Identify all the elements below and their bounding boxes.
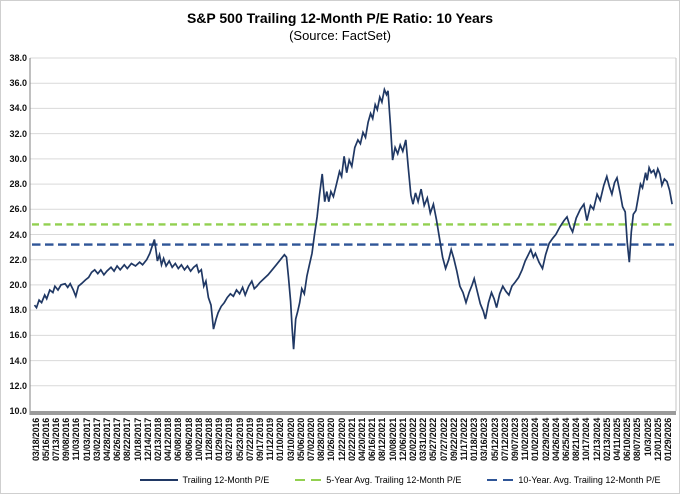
legend-label-5yr-avg: 5-Year Avg. Trailing 12-Month P/E <box>326 475 462 485</box>
x-tick-label: 12/06/2021 <box>397 418 408 462</box>
x-tick-label: 01/10/2020 <box>275 418 286 462</box>
x-tick-label: 06/25/2024 <box>560 418 571 462</box>
x-tick-label: 04/20/2021 <box>356 418 367 462</box>
x-tick-label: 07/02/2020 <box>305 418 316 462</box>
x-tick-label: 11/03/2016 <box>71 418 82 461</box>
chart-subtitle: (Source: FactSet) <box>289 28 391 43</box>
x-tick-label: 03/16/2023 <box>479 418 490 462</box>
x-tick-label: 10/08/2021 <box>387 418 398 462</box>
legend-label-10yr-avg: 10-Year. Avg. Trailing 12-Month P/E <box>518 475 661 485</box>
x-tick-label: 05/06/2020 <box>295 418 306 462</box>
x-tick-label: 02/13/2018 <box>152 418 163 462</box>
x-tick-label: 07/13/2016 <box>50 418 61 462</box>
x-tick-label: 01/18/2023 <box>469 418 480 462</box>
legend-item-10yr-avg: 10-Year. Avg. Trailing 12-Month P/E <box>487 475 660 485</box>
trailing-pe-line <box>33 86 673 350</box>
x-tick-label: 08/12/2021 <box>377 418 388 462</box>
x-tick-label: 04/28/2017 <box>101 418 112 462</box>
x-tick-label: 03/27/2019 <box>224 418 235 462</box>
y-tick-label: 24.0 <box>9 229 27 240</box>
x-tick-label: 08/22/2017 <box>122 418 133 462</box>
x-tick-label: 10/3/2025 <box>642 418 653 457</box>
x-tick-label: 06/26/2017 <box>112 418 123 462</box>
x-tick-label: 10/02/2018 <box>193 418 204 462</box>
legend: Trailing 12-Month P/E 5-Year Avg. Traili… <box>1 470 679 490</box>
5yr-avg-line-sample <box>295 478 322 482</box>
trailing-pe-line-sample <box>139 478 178 482</box>
x-tick-label: 11/12/2019 <box>265 418 276 461</box>
x-tick-label: 02/29/2024 <box>540 418 551 462</box>
x-tick-label: 07/22/2019 <box>244 418 255 462</box>
x-tick-label: 05/23/2019 <box>234 418 245 462</box>
x-tick-label: 04/12/2018 <box>163 418 174 462</box>
y-tick-label: 32.0 <box>9 128 27 139</box>
x-tick-label: 10/17/2024 <box>581 418 592 462</box>
x-tick-label: 09/17/2019 <box>254 418 265 462</box>
x-tick-label: 01/03/2017 <box>81 418 92 462</box>
y-tick-label: 16.0 <box>9 330 27 341</box>
x-tick-label: 02/13/2025 <box>601 418 612 462</box>
x-tick-label: 08/21/2024 <box>571 418 582 462</box>
x-tick-label: 12/22/2020 <box>336 418 347 462</box>
y-tick-label: 10.0 <box>9 406 27 416</box>
y-tick-label: 36.0 <box>9 78 27 89</box>
x-tick-label: 06/16/2021 <box>367 418 378 462</box>
x-tick-label: 11/28/2018 <box>203 418 214 461</box>
y-tick-label: 38.0 <box>9 53 27 63</box>
x-tick-label: 07/12/2023 <box>499 418 510 462</box>
y-tick-label: 30.0 <box>9 153 27 164</box>
x-tick-label: 12/01/2025 <box>652 418 663 462</box>
x-tick-label: 03/10/2020 <box>285 418 296 462</box>
x-tick-label: 05/27/2022 <box>428 418 439 462</box>
x-tick-label: 01/02/2024 <box>530 418 541 462</box>
x-tick-label: 05/16/2016 <box>40 418 51 462</box>
x-tick-label: 01/29/2026 <box>663 418 673 462</box>
x-tick-label: 10/26/2020 <box>326 418 337 462</box>
x-tick-label: 08/07/2025 <box>632 418 643 462</box>
x-tick-label: 02/02/2022 <box>407 418 418 462</box>
x-tick-label: 11/17/2022 <box>458 418 469 461</box>
y-tick-label: 20.0 <box>9 279 27 290</box>
x-axis-bar <box>30 411 676 415</box>
y-tick-label: 22.0 <box>9 254 27 265</box>
x-tick-label: 04/26/2024 <box>550 418 561 462</box>
y-tick-label: 18.0 <box>9 305 27 316</box>
x-tick-label: 06/08/2018 <box>173 418 184 462</box>
x-tick-label: 12/13/2024 <box>591 418 602 462</box>
legend-item-5yr-avg: 5-Year Avg. Trailing 12-Month P/E <box>295 475 461 485</box>
y-tick-label: 14.0 <box>9 355 27 366</box>
y-tick-label: 26.0 <box>9 204 27 215</box>
legend-label-trailing-pe: Trailing 12-Month P/E <box>182 475 270 485</box>
x-tick-label: 06/10/2025 <box>622 418 633 462</box>
x-tick-label: 08/28/2020 <box>316 418 327 462</box>
x-tick-label: 04/11/2025 <box>611 418 622 461</box>
x-tick-label: 03/02/2017 <box>91 418 102 462</box>
x-tick-label: 12/14/2017 <box>142 418 153 462</box>
10yr-avg-line-sample <box>487 478 514 482</box>
legend-item-trailing-pe: Trailing 12-Month P/E <box>139 475 270 485</box>
x-tick-label: 07/27/2022 <box>438 418 449 462</box>
y-tick-label: 28.0 <box>9 179 27 190</box>
x-tick-label: 01/29/2019 <box>214 418 225 462</box>
x-tick-label: 03/31/2022 <box>418 418 429 462</box>
chart-title: S&P 500 Trailing 12-Month P/E Ratio: 10 … <box>186 10 494 26</box>
x-tick-label: 09/22/2022 <box>448 418 459 462</box>
x-tick-label: 03/18/2016 <box>30 418 41 462</box>
x-tick-label: 02/22/2021 <box>346 418 357 462</box>
x-tick-label: 10/18/2017 <box>132 418 143 462</box>
x-tick-label: 08/06/2018 <box>183 418 194 462</box>
x-tick-label: 11/02/2023 <box>520 418 531 461</box>
x-tick-label: 05/12/2023 <box>489 418 500 462</box>
y-tick-label: 34.0 <box>9 103 27 114</box>
x-tick-label: 09/07/2023 <box>509 418 520 462</box>
x-tick-label: 09/08/2016 <box>61 418 72 462</box>
y-tick-label: 12.0 <box>9 380 27 391</box>
